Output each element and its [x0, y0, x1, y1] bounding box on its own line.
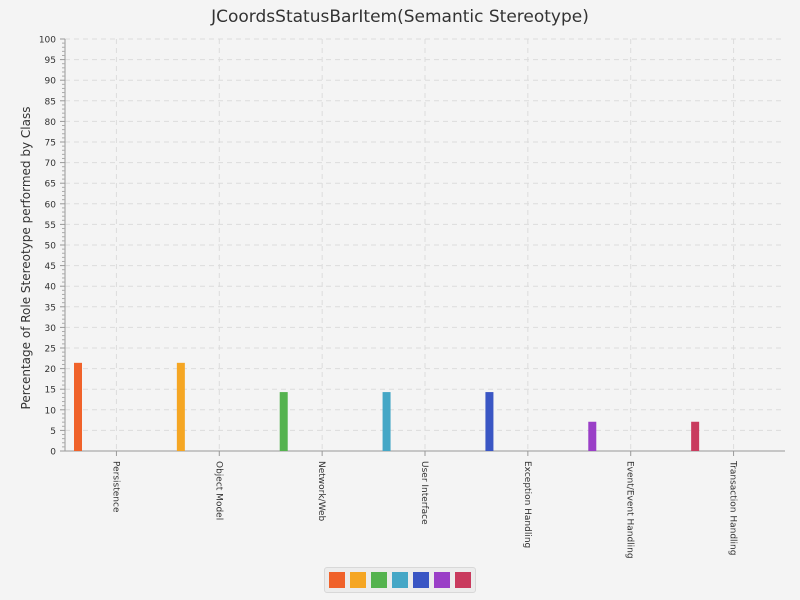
bar-3: [382, 392, 391, 451]
y-tick-label: 30: [45, 324, 57, 334]
bar-4: [485, 392, 494, 451]
y-tick-label: 40: [45, 283, 57, 293]
x-tick-label: Persistence: [110, 461, 120, 513]
y-axis-ticks: 0 5 10 15 20 25 30 35 40 45 50 55 60 65 70 75 80 85 90 95 10…: [39, 36, 65, 458]
bar-1: [176, 362, 185, 451]
grid-lines: [65, 38, 785, 451]
legend-swatch-4: [413, 572, 429, 588]
y-tick-label: 100: [39, 36, 56, 46]
y-tick-label: 10: [45, 406, 57, 416]
y-tick-label: 50: [45, 242, 57, 252]
y-axis-label: Percentage of Role Stereotype performed …: [19, 107, 33, 410]
bar-0: [74, 362, 82, 451]
bar-2: [279, 392, 288, 451]
y-tick-label: 45: [45, 262, 56, 272]
x-tick-label: Object Model: [213, 461, 223, 520]
y-tick-label: 85: [45, 97, 56, 107]
bar-6: [691, 421, 700, 451]
x-tick-label: Transaction Handling: [728, 460, 738, 555]
y-tick-label: 75: [45, 139, 56, 149]
x-axis-category-labels: Persistence Object Model Network/Web User I…: [110, 460, 737, 559]
y-tick-label: 95: [45, 56, 56, 66]
x-tick-label: Network/Web: [316, 461, 326, 522]
y-tick-label: 25: [45, 345, 56, 355]
y-tick-label: 5: [50, 427, 56, 437]
legend-swatch-6: [455, 572, 471, 588]
legend-swatch-5: [434, 572, 450, 588]
bar-5: [588, 421, 597, 451]
chart-title: JCoordsStatusBarItem(Semantic Stereotype…: [211, 7, 589, 27]
bars: [74, 362, 700, 451]
y-tick-label: 90: [45, 77, 57, 87]
y-tick-label: 80: [45, 118, 57, 128]
x-tick-label: Exception Handling: [522, 461, 532, 548]
y-tick-label: 20: [45, 365, 57, 375]
y-tick-label: 70: [45, 159, 57, 169]
legend-swatch-1: [350, 572, 366, 588]
y-tick-label: 60: [45, 200, 57, 210]
legend-swatch-3: [392, 572, 408, 588]
legend-swatch-2: [371, 572, 387, 588]
y-tick-label: 15: [45, 386, 56, 396]
legend-swatch-0: [329, 572, 345, 588]
x-tick-label: Event/Event Handling: [625, 461, 635, 559]
x-tick-label: User Interface: [419, 461, 429, 525]
y-tick-label: 55: [45, 221, 56, 231]
legend: [324, 567, 476, 593]
y-tick-label: 65: [45, 180, 56, 190]
y-tick-label: 0: [50, 448, 56, 458]
y-tick-label: 35: [45, 303, 56, 313]
